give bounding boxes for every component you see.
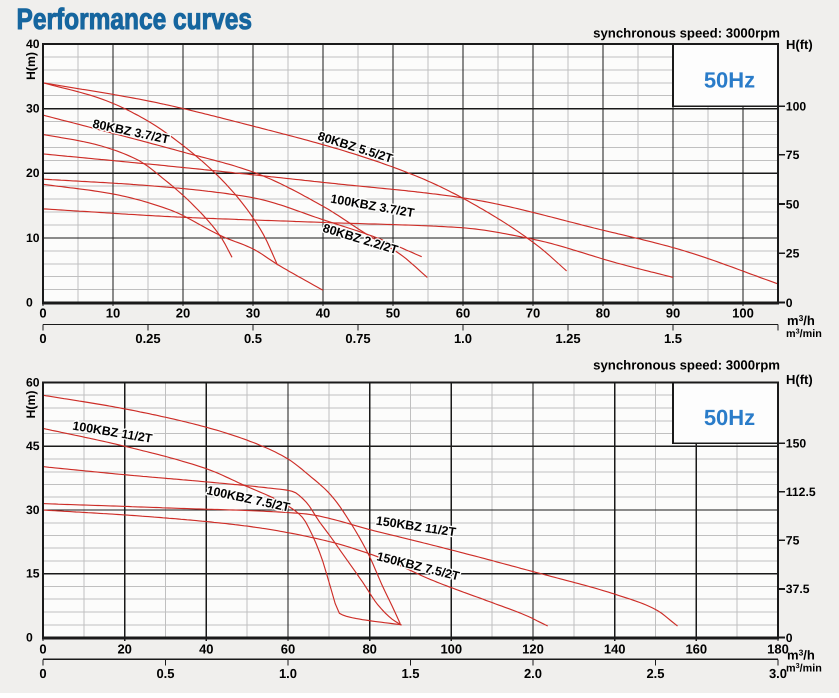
svg-text:50: 50	[786, 197, 800, 211]
svg-text:2.5: 2.5	[646, 666, 664, 681]
svg-text:2.0: 2.0	[524, 666, 542, 681]
svg-text:37.5: 37.5	[786, 582, 810, 596]
svg-text:Performance curves: Performance curves	[17, 3, 252, 36]
svg-text:0: 0	[786, 296, 793, 310]
svg-text:50Hz: 50Hz	[704, 68, 755, 93]
svg-text:20: 20	[176, 306, 190, 321]
svg-text:10: 10	[26, 231, 40, 245]
svg-text:60: 60	[281, 642, 295, 657]
svg-text:1.5: 1.5	[401, 666, 419, 681]
svg-text:3.0: 3.0	[769, 666, 787, 681]
svg-text:100: 100	[732, 306, 754, 321]
svg-text:1.0: 1.0	[279, 666, 297, 681]
svg-text:30: 30	[246, 306, 260, 321]
svg-text:m3/min: m3/min	[786, 661, 822, 674]
svg-text:15: 15	[26, 567, 40, 581]
svg-text:40: 40	[199, 642, 213, 657]
svg-text:45: 45	[26, 439, 40, 453]
svg-text:0.5: 0.5	[156, 666, 174, 681]
svg-text:75: 75	[786, 534, 800, 548]
svg-text:synchronous speed: 3000rpm: synchronous speed: 3000rpm	[593, 358, 780, 373]
svg-text:10: 10	[106, 306, 120, 321]
svg-text:H(ft): H(ft)	[786, 37, 813, 52]
svg-text:80: 80	[596, 306, 610, 321]
svg-text:synchronous speed: 3000rpm: synchronous speed: 3000rpm	[593, 26, 780, 41]
svg-text:1.0: 1.0	[454, 331, 472, 346]
svg-text:60: 60	[456, 306, 470, 321]
svg-text:20: 20	[117, 642, 131, 657]
svg-text:0: 0	[26, 630, 33, 644]
svg-text:0: 0	[26, 296, 33, 310]
svg-text:0: 0	[786, 631, 793, 645]
svg-text:25: 25	[786, 247, 800, 261]
svg-text:80: 80	[362, 642, 376, 657]
svg-text:0: 0	[39, 666, 46, 681]
svg-text:112.5: 112.5	[786, 485, 816, 499]
svg-text:160: 160	[685, 642, 707, 657]
svg-text:m3/h: m3/h	[787, 648, 815, 663]
svg-text:70: 70	[526, 306, 540, 321]
svg-text:H(m): H(m)	[24, 52, 38, 80]
svg-text:0: 0	[39, 331, 46, 346]
svg-text:30: 30	[26, 503, 40, 517]
svg-text:0.5: 0.5	[244, 331, 262, 346]
svg-text:0: 0	[39, 642, 46, 657]
svg-text:H(m): H(m)	[24, 390, 38, 418]
svg-text:40: 40	[316, 306, 330, 321]
svg-text:75: 75	[786, 148, 800, 162]
svg-text:150: 150	[786, 437, 807, 451]
svg-text:0.25: 0.25	[135, 331, 160, 346]
svg-text:40: 40	[26, 37, 40, 51]
svg-text:180: 180	[767, 642, 789, 657]
svg-text:m3/h: m3/h	[787, 313, 815, 328]
svg-text:90: 90	[666, 306, 680, 321]
svg-text:0: 0	[39, 306, 46, 321]
svg-text:1.25: 1.25	[555, 331, 580, 346]
svg-text:100: 100	[440, 642, 462, 657]
svg-text:30: 30	[26, 102, 40, 116]
svg-text:50Hz: 50Hz	[704, 405, 755, 430]
svg-text:1.5: 1.5	[664, 331, 682, 346]
svg-text:0.75: 0.75	[345, 331, 370, 346]
svg-text:100: 100	[786, 100, 807, 114]
svg-text:120: 120	[522, 642, 544, 657]
svg-text:140: 140	[604, 642, 626, 657]
svg-text:20: 20	[26, 166, 40, 180]
svg-text:m3/min: m3/min	[786, 327, 822, 340]
svg-text:60: 60	[26, 375, 40, 389]
svg-text:H(ft): H(ft)	[786, 372, 813, 387]
svg-text:50: 50	[386, 306, 400, 321]
